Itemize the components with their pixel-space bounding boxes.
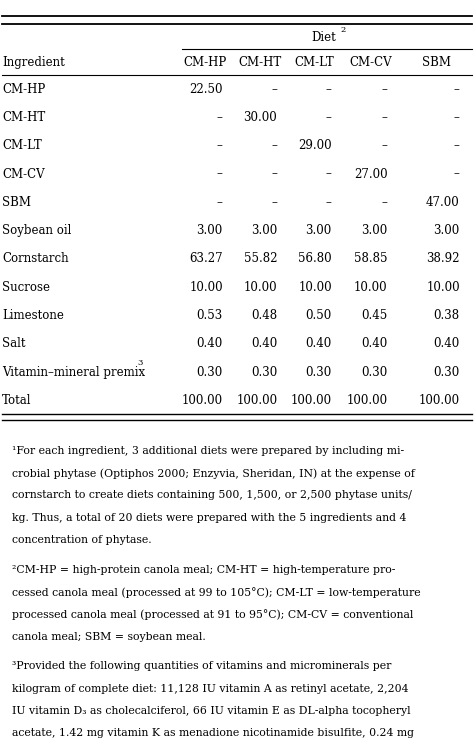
Text: –: – bbox=[454, 139, 460, 153]
Text: Sucrose: Sucrose bbox=[2, 280, 50, 294]
Text: 0.40: 0.40 bbox=[306, 337, 332, 350]
Text: Total: Total bbox=[2, 394, 32, 407]
Text: –: – bbox=[454, 167, 460, 181]
Text: 0.50: 0.50 bbox=[306, 309, 332, 322]
Text: 27.00: 27.00 bbox=[354, 167, 388, 181]
Text: cessed canola meal (processed at 99 to 105°C); CM-LT = low-temperature: cessed canola meal (processed at 99 to 1… bbox=[12, 587, 420, 598]
Text: 0.40: 0.40 bbox=[434, 337, 460, 350]
Text: Soybean oil: Soybean oil bbox=[2, 224, 72, 237]
Text: 3: 3 bbox=[137, 359, 143, 367]
Text: concentration of phytase.: concentration of phytase. bbox=[12, 535, 152, 545]
Text: CM-LT: CM-LT bbox=[2, 139, 42, 153]
Text: –: – bbox=[382, 111, 388, 124]
Text: –: – bbox=[382, 139, 388, 153]
Text: –: – bbox=[217, 139, 223, 153]
Text: ³Provided the following quantities of vitamins and microminerals per: ³Provided the following quantities of vi… bbox=[12, 661, 391, 671]
Text: SBM: SBM bbox=[421, 56, 451, 69]
Text: –: – bbox=[272, 83, 277, 96]
Text: Diet: Diet bbox=[311, 31, 336, 44]
Text: 0.53: 0.53 bbox=[197, 309, 223, 322]
Text: 0.38: 0.38 bbox=[434, 309, 460, 322]
Text: 0.30: 0.30 bbox=[306, 365, 332, 379]
Text: CM-HP: CM-HP bbox=[183, 56, 227, 69]
Text: SBM: SBM bbox=[2, 196, 31, 209]
Text: cornstarch to create diets containing 500, 1,500, or 2,500 phytase units/: cornstarch to create diets containing 50… bbox=[12, 490, 412, 500]
Text: 58.85: 58.85 bbox=[354, 252, 388, 266]
Text: 100.00: 100.00 bbox=[419, 394, 460, 407]
Text: –: – bbox=[454, 83, 460, 96]
Text: acetate, 1.42 mg vitamin K as menadione nicotinamide bisulfite, 0.24 mg: acetate, 1.42 mg vitamin K as menadione … bbox=[12, 728, 414, 738]
Text: 100.00: 100.00 bbox=[291, 394, 332, 407]
Text: ²CM-HP = high-protein canola meal; CM-HT = high-temperature pro-: ²CM-HP = high-protein canola meal; CM-HT… bbox=[12, 565, 395, 574]
Text: Ingredient: Ingredient bbox=[2, 56, 65, 69]
Text: 10.00: 10.00 bbox=[244, 280, 277, 294]
Text: kilogram of complete diet: 11,128 IU vitamin A as retinyl acetate, 2,204: kilogram of complete diet: 11,128 IU vit… bbox=[12, 684, 408, 693]
Text: 3.00: 3.00 bbox=[362, 224, 388, 237]
Text: 10.00: 10.00 bbox=[298, 280, 332, 294]
Text: Cornstarch: Cornstarch bbox=[2, 252, 69, 266]
Text: processed canola meal (processed at 91 to 95°C); CM-CV = conventional: processed canola meal (processed at 91 t… bbox=[12, 609, 413, 620]
Text: 0.40: 0.40 bbox=[197, 337, 223, 350]
Text: –: – bbox=[326, 83, 332, 96]
Text: 0.48: 0.48 bbox=[251, 309, 277, 322]
Text: 29.00: 29.00 bbox=[298, 139, 332, 153]
Text: 47.00: 47.00 bbox=[426, 196, 460, 209]
Text: Vitamin–mineral premix: Vitamin–mineral premix bbox=[2, 365, 146, 379]
Text: 38.92: 38.92 bbox=[426, 252, 460, 266]
Text: 0.30: 0.30 bbox=[362, 365, 388, 379]
Text: –: – bbox=[326, 196, 332, 209]
Text: crobial phytase (Optiphos 2000; Enzyvia, Sheridan, IN) at the expense of: crobial phytase (Optiphos 2000; Enzyvia,… bbox=[12, 468, 415, 478]
Text: Limestone: Limestone bbox=[2, 309, 64, 322]
Text: –: – bbox=[272, 196, 277, 209]
Text: 0.45: 0.45 bbox=[362, 309, 388, 322]
Text: IU vitamin D₃ as cholecalciferol, 66 IU vitamin E as DL-alpha tocopheryl: IU vitamin D₃ as cholecalciferol, 66 IU … bbox=[12, 706, 410, 716]
Text: 22.50: 22.50 bbox=[189, 83, 223, 96]
Text: 10.00: 10.00 bbox=[189, 280, 223, 294]
Text: 0.30: 0.30 bbox=[434, 365, 460, 379]
Text: CM-HT: CM-HT bbox=[238, 56, 281, 69]
Text: CM-HP: CM-HP bbox=[2, 83, 46, 96]
Text: 3.00: 3.00 bbox=[434, 224, 460, 237]
Text: 0.40: 0.40 bbox=[362, 337, 388, 350]
Text: 0.30: 0.30 bbox=[197, 365, 223, 379]
Text: Salt: Salt bbox=[2, 337, 26, 350]
Text: –: – bbox=[217, 167, 223, 181]
Text: –: – bbox=[326, 111, 332, 124]
Text: –: – bbox=[272, 139, 277, 153]
Text: 0.30: 0.30 bbox=[251, 365, 277, 379]
Text: –: – bbox=[454, 111, 460, 124]
Text: –: – bbox=[217, 196, 223, 209]
Text: 63.27: 63.27 bbox=[189, 252, 223, 266]
Text: CM-HT: CM-HT bbox=[2, 111, 46, 124]
Text: 3.00: 3.00 bbox=[251, 224, 277, 237]
Text: –: – bbox=[217, 111, 223, 124]
Text: 55.82: 55.82 bbox=[244, 252, 277, 266]
Text: ¹For each ingredient, 3 additional diets were prepared by including mi-: ¹For each ingredient, 3 additional diets… bbox=[12, 446, 404, 455]
Text: 56.80: 56.80 bbox=[298, 252, 332, 266]
Text: 100.00: 100.00 bbox=[182, 394, 223, 407]
Text: –: – bbox=[382, 196, 388, 209]
Text: 2: 2 bbox=[341, 26, 346, 33]
Text: 100.00: 100.00 bbox=[346, 394, 388, 407]
Text: canola meal; SBM = soybean meal.: canola meal; SBM = soybean meal. bbox=[12, 632, 206, 641]
Text: –: – bbox=[272, 167, 277, 181]
Text: 0.40: 0.40 bbox=[251, 337, 277, 350]
Text: CM-LT: CM-LT bbox=[294, 56, 334, 69]
Text: 3.00: 3.00 bbox=[197, 224, 223, 237]
Text: –: – bbox=[326, 167, 332, 181]
Text: –: – bbox=[382, 83, 388, 96]
Text: 30.00: 30.00 bbox=[244, 111, 277, 124]
Text: kg. Thus, a total of 20 diets were prepared with the 5 ingredients and 4: kg. Thus, a total of 20 diets were prepa… bbox=[12, 513, 406, 522]
Text: 3.00: 3.00 bbox=[306, 224, 332, 237]
Text: 100.00: 100.00 bbox=[236, 394, 277, 407]
Text: CM-CV: CM-CV bbox=[2, 167, 45, 181]
Text: 10.00: 10.00 bbox=[426, 280, 460, 294]
Text: 10.00: 10.00 bbox=[354, 280, 388, 294]
Text: CM-CV: CM-CV bbox=[349, 56, 392, 69]
